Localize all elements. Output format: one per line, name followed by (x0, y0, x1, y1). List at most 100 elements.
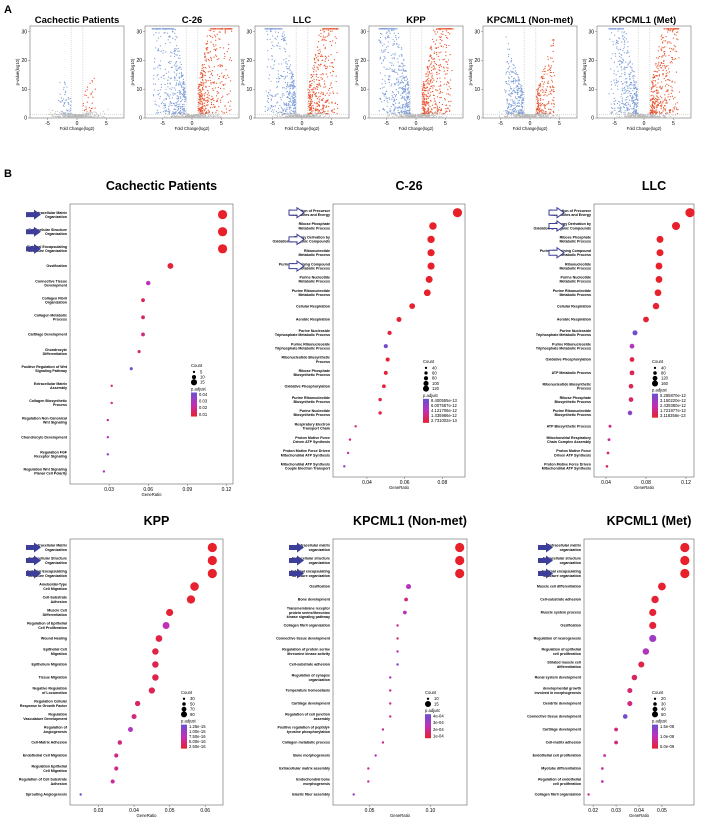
up-point (212, 103, 215, 106)
up-point (222, 75, 224, 77)
ns-point (527, 116, 529, 118)
down-point (404, 99, 406, 101)
up-point (319, 65, 321, 67)
down-point (408, 98, 410, 101)
plot-frame (482, 25, 578, 119)
down-point (170, 77, 172, 79)
down-point (294, 101, 296, 103)
up-point (216, 33, 218, 35)
up-point (425, 73, 427, 75)
ns-point (64, 117, 66, 119)
down-point (167, 39, 169, 41)
up-point (319, 95, 321, 97)
ns-point (272, 115, 274, 117)
down-point (383, 59, 385, 61)
up-point (227, 28, 230, 30)
ns-point (60, 114, 63, 116)
down-point (390, 85, 392, 87)
up-point (202, 83, 204, 85)
up-point (85, 106, 87, 108)
up-point (224, 29, 226, 31)
up-point (199, 94, 201, 96)
down-point (404, 70, 407, 72)
down-point (171, 105, 173, 107)
up-point (325, 40, 327, 42)
down-point (398, 102, 400, 104)
ns-point (202, 114, 204, 116)
down-point (405, 105, 407, 107)
down-point (293, 107, 295, 109)
down-point (521, 111, 524, 113)
up-point (432, 68, 434, 70)
down-point (288, 108, 291, 110)
up-point (210, 83, 212, 85)
ns-point (206, 116, 208, 119)
ns-point (395, 115, 398, 117)
y-tick-label: 20 (360, 58, 366, 64)
down-point (168, 108, 170, 111)
ns-point (512, 117, 514, 119)
down-point (160, 83, 163, 86)
down-point (168, 97, 171, 99)
down-point (164, 105, 167, 107)
ns-point (214, 115, 216, 118)
down-point (383, 49, 385, 51)
ns-point (532, 116, 534, 118)
down-point (286, 84, 289, 86)
down-point (169, 104, 171, 106)
up-point (210, 41, 212, 43)
down-point (384, 50, 386, 52)
up-point (318, 96, 320, 98)
down-point (508, 103, 510, 105)
down-point (408, 110, 410, 112)
down-point (285, 102, 288, 104)
y-axis-label: p-value(log10) (130, 58, 135, 85)
down-point (291, 103, 294, 105)
down-point (383, 28, 386, 30)
down-point (283, 38, 285, 40)
ns-point (306, 117, 308, 119)
ns-point (413, 115, 415, 117)
ns-point (52, 116, 54, 118)
down-point (394, 52, 396, 54)
y-tick-label: 30 (246, 29, 252, 35)
up-point (444, 99, 446, 101)
down-point (157, 111, 160, 113)
down-point (510, 105, 513, 107)
up-point (323, 30, 325, 33)
ns-point (431, 116, 434, 118)
down-point (394, 106, 396, 108)
ns-point (75, 117, 77, 119)
down-point (172, 102, 174, 105)
ns-point (510, 116, 513, 118)
up-point (318, 112, 320, 114)
up-point (201, 73, 204, 76)
down-point (291, 93, 293, 95)
up-point (204, 74, 207, 77)
up-point (432, 85, 434, 87)
up-point (201, 103, 204, 105)
down-point (286, 71, 289, 73)
down-point (289, 107, 291, 109)
down-point (185, 96, 187, 98)
down-point (274, 37, 276, 39)
down-point (400, 111, 402, 113)
up-point (320, 32, 322, 35)
ns-point (527, 114, 529, 116)
down-point (402, 87, 404, 90)
up-point (207, 71, 209, 73)
up-point (439, 106, 441, 108)
down-point (69, 111, 71, 113)
down-point (157, 66, 159, 68)
up-point (426, 80, 428, 82)
down-point (397, 61, 399, 63)
down-point (173, 55, 176, 57)
up-point (331, 75, 333, 77)
up-point (319, 29, 322, 32)
ns-point (319, 117, 321, 119)
down-point (165, 92, 167, 94)
up-point (429, 54, 432, 56)
down-point (381, 62, 383, 64)
down-point (64, 112, 66, 114)
up-point (205, 49, 208, 51)
